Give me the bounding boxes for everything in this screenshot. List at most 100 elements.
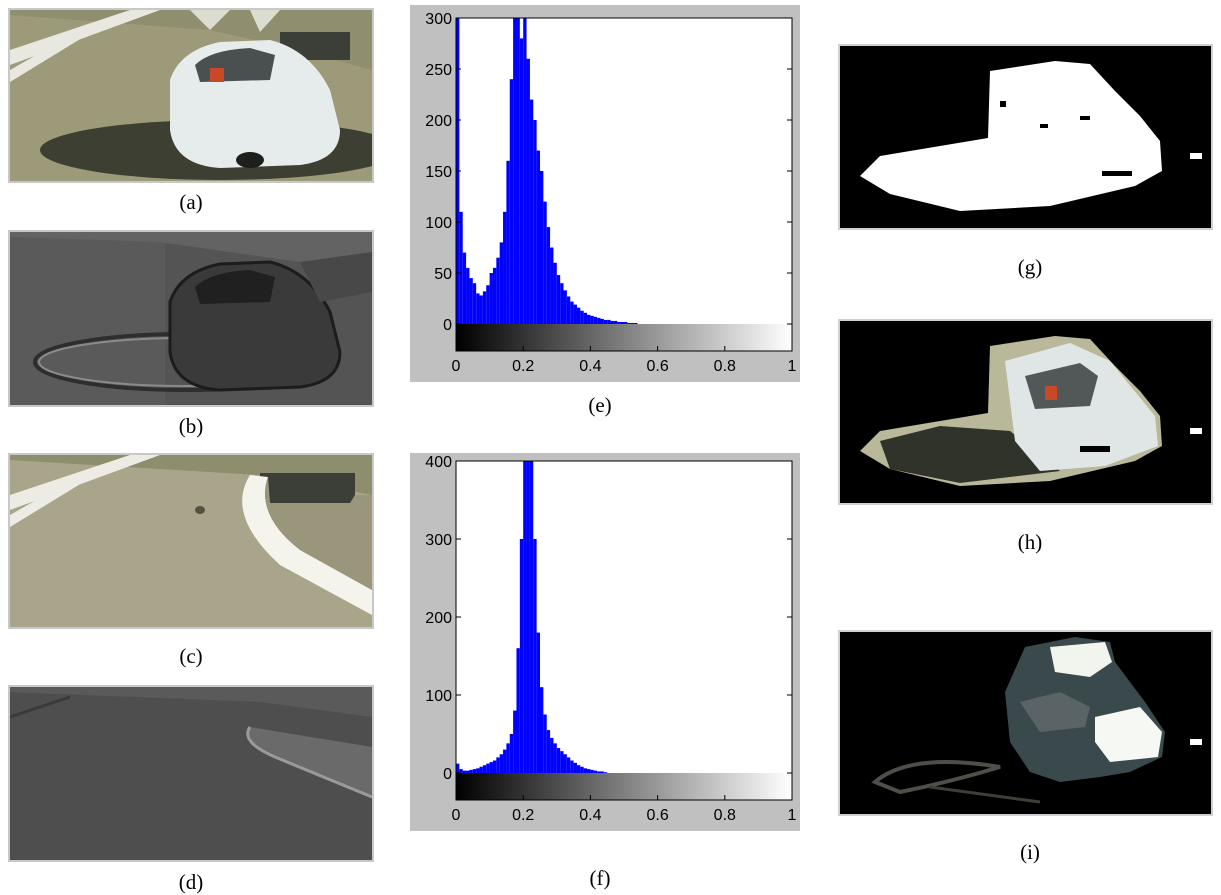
histogram-bar (560, 283, 564, 324)
caption-i: (i) (1020, 840, 1040, 864)
histogram-bar (503, 749, 507, 773)
histogram-bar (469, 769, 473, 773)
grayscale-colorbar (456, 773, 792, 800)
histogram-bar (536, 632, 540, 773)
histogram-f: 0 100 200 300 400 0 0.2 0.4 0.6 0.8 1 (425, 454, 796, 824)
histogram-bar (583, 312, 588, 324)
histogram-bar (526, 461, 530, 773)
histogram-bar (486, 763, 490, 773)
histogram-bar (580, 766, 584, 773)
y-tick-label: 200 (425, 610, 452, 627)
histogram-bar (492, 760, 497, 773)
x-tick-label: 0.8 (714, 807, 736, 824)
caption-h: (h) (1017, 530, 1043, 554)
histogram-bar (466, 770, 470, 773)
histogram-bar (550, 737, 554, 773)
histogram-bar (563, 754, 567, 773)
y-tick-label: 0 (443, 766, 452, 783)
histogram-bar (587, 314, 591, 324)
histogram-bar (553, 262, 557, 324)
histogram-bar (526, 58, 530, 325)
binary-mask-illustration (840, 46, 1211, 228)
histogram-bar (550, 247, 554, 324)
histogram-bar (496, 757, 500, 773)
histogram-e-frame: 0 50 100 150 200 250 300 0 0.2 0.4 0.6 0.8 1 (410, 5, 800, 382)
masked-color-illustration (840, 321, 1211, 503)
histogram-bar (627, 322, 631, 324)
histogram-bar (523, 18, 527, 324)
histogram-bar (476, 768, 480, 773)
x-tick-label: 0 (452, 807, 461, 824)
y-tick-label: 50 (434, 266, 452, 283)
plot-border (455, 17, 793, 352)
histogram-bar (573, 762, 577, 773)
histogram-bar (576, 765, 581, 773)
histogram-bar (479, 295, 483, 324)
histogram-bar (593, 316, 598, 324)
x-tick-label: 0 (452, 358, 461, 375)
histogram-bar (472, 769, 477, 773)
difference-map-illustration (10, 232, 372, 405)
histogram-bar (466, 267, 470, 324)
histogram-bar (540, 687, 544, 773)
y-tick-label: 150 (425, 164, 452, 181)
x-tick-label: 0.6 (646, 807, 668, 824)
histogram-bar (533, 120, 537, 324)
histogram-bar (540, 171, 544, 324)
histogram-bar (499, 754, 504, 773)
histogram-bar (556, 275, 561, 324)
car-frame-illustration (10, 10, 372, 181)
histogram-bar (600, 771, 604, 773)
histogram-bar (519, 38, 524, 325)
histogram-bar (570, 301, 574, 324)
histogram-bar (489, 273, 493, 324)
histogram-bar (489, 762, 493, 773)
histogram-bar (509, 79, 514, 324)
x-tick-label: 0.2 (512, 358, 534, 375)
x-tick-label: 0.2 (512, 807, 534, 824)
histogram-bar (553, 743, 557, 773)
histogram-bar (587, 769, 591, 773)
histogram-bar (462, 770, 467, 773)
y-tick-label: 0 (443, 317, 452, 334)
histogram-bar (459, 769, 463, 773)
histogram-bar (573, 304, 577, 324)
caption-a: (a) (179, 190, 203, 214)
histogram-bar (630, 322, 635, 324)
caption-g: (g) (1017, 255, 1043, 279)
y-tick-label: 100 (425, 688, 452, 705)
histogram-bar (513, 710, 517, 773)
histogram-f-frame: 0 100 200 300 400 0 0.2 0.4 0.6 0.8 1 (410, 453, 800, 831)
histogram-bar (482, 765, 487, 773)
histogram-e: 0 50 100 150 200 250 300 0 0.2 0.4 0.6 0.8 1 (425, 11, 796, 375)
image-b-difference-map (8, 230, 374, 407)
x-tick-label: 0.4 (579, 358, 601, 375)
histogram-bar (479, 766, 483, 773)
background-frame-illustration (10, 455, 372, 627)
histogram-bar (600, 318, 604, 324)
histogram-bar (496, 257, 500, 324)
image-h-masked-color (838, 319, 1213, 505)
histogram-bar (624, 321, 628, 324)
image-d-background-difference (8, 685, 374, 862)
histogram-bar (556, 748, 561, 773)
histogram-bar (509, 734, 514, 773)
histogram-bar (459, 211, 463, 324)
histogram-bar (543, 201, 547, 324)
histogram-bar (456, 763, 460, 773)
histogram-bar (492, 267, 497, 324)
histogram-bar (472, 283, 477, 324)
y-tick-label: 250 (425, 62, 452, 79)
histogram-bar (546, 227, 551, 324)
histogram-bar (620, 321, 624, 324)
image-c-background-frame (8, 453, 374, 629)
histogram-bar (506, 160, 510, 324)
plot-area (456, 461, 792, 800)
histogram-bar (499, 242, 504, 324)
histogram-bar (576, 307, 581, 324)
histogram-bar (566, 296, 571, 324)
histogram-bar (566, 757, 571, 773)
caption-e: (e) (588, 393, 612, 417)
histogram-bar (513, 18, 517, 324)
image-i-edge-mask (838, 630, 1213, 816)
